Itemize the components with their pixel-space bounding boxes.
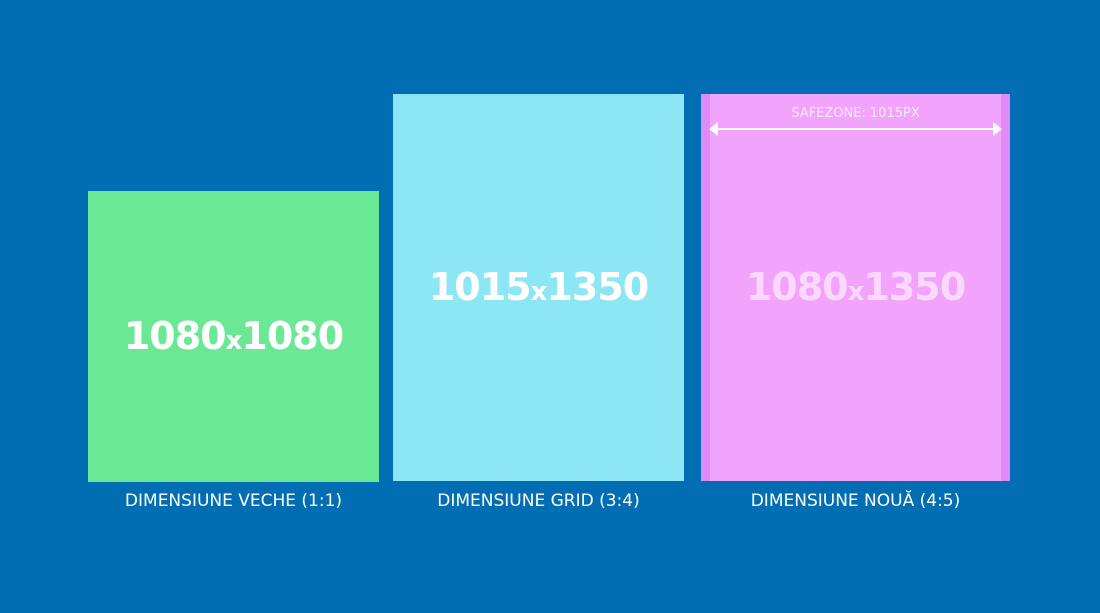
dimension-label: 1015x1350 [393,265,684,309]
height-value: 1350 [546,265,649,309]
width-value: 1080 [745,265,849,309]
caption-grid: DIMENSIUNE GRID (3:4) [437,491,640,511]
safezone-label: SAFEZONE: 1015PX [791,106,920,121]
safezone-right-margin [1001,94,1010,481]
caption-old: DIMENSIUNE VECHE (1:1) [124,491,343,511]
dimension-label: 1080x1080 [88,314,379,358]
format-new: SAFEZONE: 1015PX 1080x1350 [701,94,1010,481]
dimension-label: 1080x1350 [701,265,1010,309]
double-arrow-icon [709,122,1002,136]
times-sign: x [847,277,865,307]
caption-new: DIMENSIUNE NOUĂ (4:5) [750,491,961,511]
height-value: 1350 [863,265,966,309]
safezone-left-margin [701,94,710,481]
width-value: 1015 [428,265,532,309]
format-grid: 1015x1350 [393,94,684,481]
times-sign: x [530,277,548,307]
times-sign: x [225,326,243,356]
format-old-square: 1080x1080 [88,191,379,482]
height-value: 1080 [241,314,344,358]
width-value: 1080 [123,314,227,358]
